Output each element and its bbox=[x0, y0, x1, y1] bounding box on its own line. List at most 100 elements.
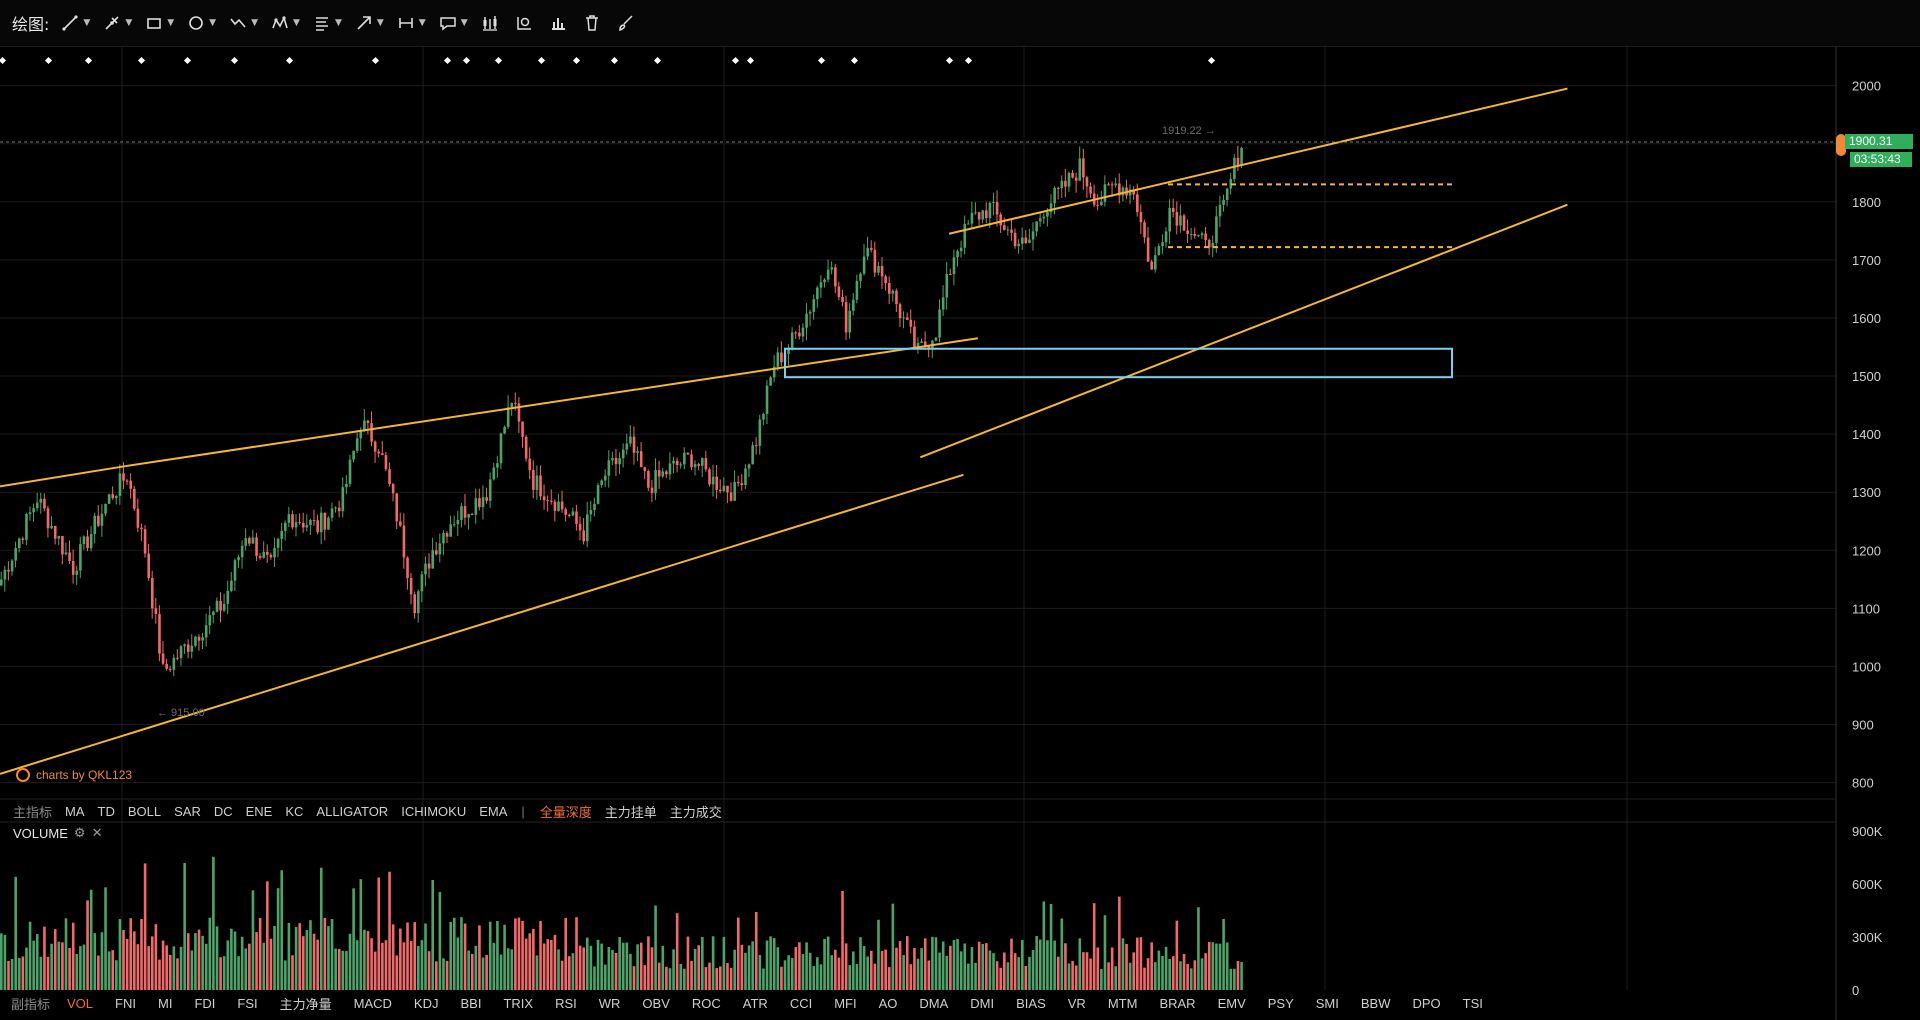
candle-body[interactable] bbox=[10, 560, 14, 572]
candle-body[interactable] bbox=[992, 202, 995, 204]
close-icon[interactable]: ✕ bbox=[91, 825, 103, 840]
volume-bar[interactable] bbox=[740, 944, 744, 990]
candle-body[interactable] bbox=[765, 385, 769, 415]
candle-body[interactable] bbox=[17, 538, 21, 549]
candle-body[interactable] bbox=[877, 266, 880, 273]
volume-bar[interactable] bbox=[672, 949, 675, 990]
volume-bar[interactable] bbox=[1103, 915, 1107, 990]
sub-indicator-19[interactable]: DMI bbox=[970, 995, 995, 1011]
candle-body[interactable] bbox=[1096, 204, 1100, 206]
candle-body[interactable] bbox=[64, 552, 68, 555]
candle-body[interactable] bbox=[952, 257, 956, 275]
candle-body[interactable] bbox=[75, 570, 79, 575]
candle-body[interactable] bbox=[988, 203, 992, 219]
gear-icon[interactable]: ⚙ bbox=[73, 825, 86, 840]
volume-bar[interactable] bbox=[733, 949, 736, 990]
sub-indicator-0[interactable]: VOL bbox=[67, 995, 94, 1011]
volume-bar[interactable] bbox=[424, 923, 427, 990]
volume-bar[interactable] bbox=[136, 944, 140, 990]
event-marker[interactable] bbox=[817, 56, 826, 65]
volume-bar[interactable] bbox=[528, 933, 532, 990]
volume-bar[interactable] bbox=[276, 888, 280, 990]
volume-bar[interactable] bbox=[172, 946, 176, 990]
candle-body[interactable] bbox=[82, 536, 86, 545]
volume-bar[interactable] bbox=[611, 949, 614, 990]
volume-bar[interactable] bbox=[568, 956, 571, 990]
volume-bar[interactable] bbox=[916, 958, 920, 990]
candle-body[interactable] bbox=[492, 467, 496, 480]
volume-bar[interactable] bbox=[1003, 952, 1006, 990]
candle-body[interactable] bbox=[754, 445, 758, 447]
candle-body[interactable] bbox=[215, 600, 219, 612]
bars-tool[interactable] bbox=[549, 14, 567, 32]
candle-body[interactable] bbox=[28, 512, 32, 515]
candle-body[interactable] bbox=[841, 297, 844, 303]
volume-bar[interactable] bbox=[226, 940, 230, 990]
candle-body[interactable] bbox=[125, 480, 129, 482]
candle-body[interactable] bbox=[1225, 188, 1229, 200]
volume-bar[interactable] bbox=[909, 964, 913, 990]
volume-bar[interactable] bbox=[729, 967, 733, 990]
volume-bar[interactable] bbox=[1049, 904, 1053, 990]
volume-bar[interactable] bbox=[805, 942, 808, 990]
volume-bar[interactable] bbox=[0, 933, 3, 990]
volume-bar[interactable] bbox=[147, 946, 150, 990]
sub-indicator-25[interactable]: PSY bbox=[1267, 995, 1294, 1011]
candle-body[interactable] bbox=[909, 319, 913, 327]
candle-body[interactable] bbox=[294, 522, 298, 528]
volume-bar[interactable] bbox=[165, 945, 168, 990]
candle-body[interactable] bbox=[478, 498, 481, 508]
candle-body[interactable] bbox=[355, 438, 359, 451]
candle-body[interactable] bbox=[535, 475, 539, 490]
volume-bar[interactable] bbox=[1028, 956, 1031, 990]
volume-bar[interactable] bbox=[64, 918, 68, 990]
volume-bar[interactable] bbox=[719, 966, 722, 990]
ray-tool[interactable]: ▼ bbox=[103, 14, 132, 32]
volume-bar[interactable] bbox=[1024, 965, 1028, 990]
volume-bar[interactable] bbox=[665, 966, 668, 990]
volume-bar[interactable] bbox=[607, 946, 611, 990]
volume-bar[interactable] bbox=[1006, 962, 1010, 990]
candle-body[interactable] bbox=[3, 569, 7, 580]
volume-bar[interactable] bbox=[603, 964, 607, 990]
volume-bar[interactable] bbox=[319, 867, 323, 990]
volume-bar[interactable] bbox=[230, 928, 233, 990]
volume-bar[interactable] bbox=[14, 876, 17, 990]
volume-bar[interactable] bbox=[140, 919, 143, 990]
volume-bar[interactable] bbox=[758, 954, 762, 990]
candle-body[interactable] bbox=[736, 482, 740, 484]
volume-bar[interactable] bbox=[388, 871, 391, 990]
candle-body[interactable] bbox=[240, 545, 244, 558]
sub-indicator-6[interactable]: MACD bbox=[353, 995, 392, 1011]
candle-body[interactable] bbox=[661, 471, 665, 477]
volume-bar[interactable] bbox=[399, 928, 402, 990]
candle-body[interactable] bbox=[413, 594, 417, 614]
main-indicator-ichimoku[interactable]: ICHIMOKU bbox=[401, 803, 467, 819]
candle-body[interactable] bbox=[327, 517, 330, 530]
candle-body[interactable] bbox=[219, 600, 222, 611]
volume-bar[interactable] bbox=[305, 930, 309, 990]
volume-bar[interactable] bbox=[341, 950, 345, 990]
candle-body[interactable] bbox=[816, 287, 819, 300]
candle-body[interactable] bbox=[194, 636, 197, 646]
volume-bar[interactable] bbox=[1132, 952, 1136, 990]
volume-bar[interactable] bbox=[1197, 907, 1200, 990]
candle-body[interactable] bbox=[647, 470, 650, 488]
candle-body[interactable] bbox=[373, 441, 377, 452]
volume-bar[interactable] bbox=[852, 951, 855, 990]
candle-body[interactable] bbox=[348, 459, 352, 484]
candle-body[interactable] bbox=[801, 327, 805, 337]
candle-body[interactable] bbox=[359, 430, 363, 439]
volume-bar[interactable] bbox=[370, 938, 373, 990]
candle-body[interactable] bbox=[679, 464, 683, 466]
volume-bar[interactable] bbox=[107, 951, 111, 990]
volume-bar[interactable] bbox=[298, 923, 301, 990]
candle-body[interactable] bbox=[683, 452, 686, 465]
candle-body[interactable] bbox=[323, 512, 327, 530]
candle-body[interactable] bbox=[560, 501, 564, 510]
volume-bar[interactable] bbox=[1013, 953, 1017, 990]
volume-bar[interactable] bbox=[668, 968, 672, 990]
volume-bar[interactable] bbox=[1017, 957, 1020, 990]
volume-bar[interactable] bbox=[194, 933, 197, 990]
volume-bar[interactable] bbox=[927, 960, 931, 990]
